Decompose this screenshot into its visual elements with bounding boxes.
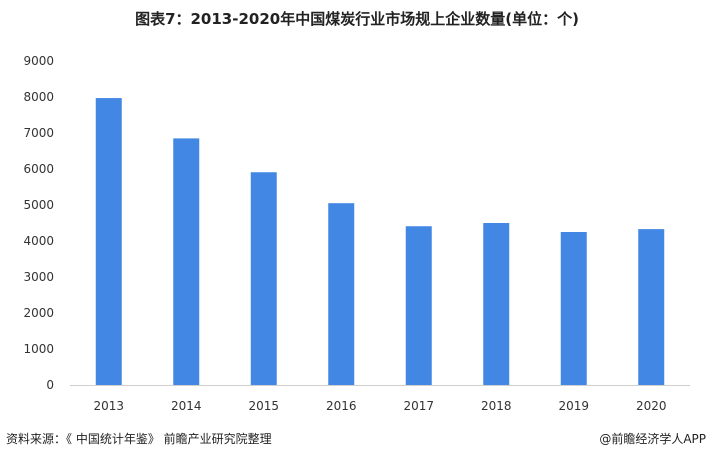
x-axis: 2013 2014 2015 2016 2017 2018 2019 2020 [93, 399, 666, 413]
bar-2019 [560, 232, 587, 385]
y-tick-label: 3000 [23, 270, 54, 284]
x-tick-label: 2016 [326, 399, 357, 413]
bar-2014 [173, 138, 200, 385]
y-tick-label: 8000 [23, 90, 54, 104]
brand-label: @前瞻经济学人APP [599, 432, 706, 446]
y-tick-label: 0 [46, 378, 54, 392]
x-tick-label: 2014 [171, 399, 202, 413]
x-tick-label: 2015 [248, 399, 279, 413]
y-tick-label: 6000 [23, 162, 54, 176]
x-tick-label: 2019 [558, 399, 589, 413]
bar-2015 [250, 172, 277, 385]
x-tick-label: 2018 [481, 399, 512, 413]
y-axis: 0 1000 2000 3000 4000 5000 6000 7000 8000 9000 [23, 54, 54, 392]
x-tick-label: 2017 [403, 399, 434, 413]
bar-2016 [328, 203, 355, 385]
y-tick-label: 5000 [23, 198, 54, 212]
x-tick-label: 2020 [636, 399, 667, 413]
chart-title: 图表7：2013-2020年中国煤炭行业市场规上企业数量(单位：个) [135, 10, 579, 28]
x-tick-label: 2013 [93, 399, 124, 413]
bars [95, 98, 665, 385]
bar-2013 [95, 98, 122, 385]
y-tick-label: 4000 [23, 234, 54, 248]
bar-2018 [483, 223, 510, 385]
bar-2017 [405, 226, 432, 385]
bar-2020 [638, 229, 665, 385]
source-note: 资料来源：《 中国统计年鉴》 前瞻产业研究院整理 [6, 432, 272, 446]
y-tick-label: 9000 [23, 54, 54, 68]
y-tick-label: 2000 [23, 306, 54, 320]
footer: 资料来源：《 中国统计年鉴》 前瞻产业研究院整理 @前瞻经济学人APP [0, 422, 714, 450]
y-tick-label: 7000 [23, 126, 54, 140]
y-tick-label: 1000 [23, 342, 54, 356]
